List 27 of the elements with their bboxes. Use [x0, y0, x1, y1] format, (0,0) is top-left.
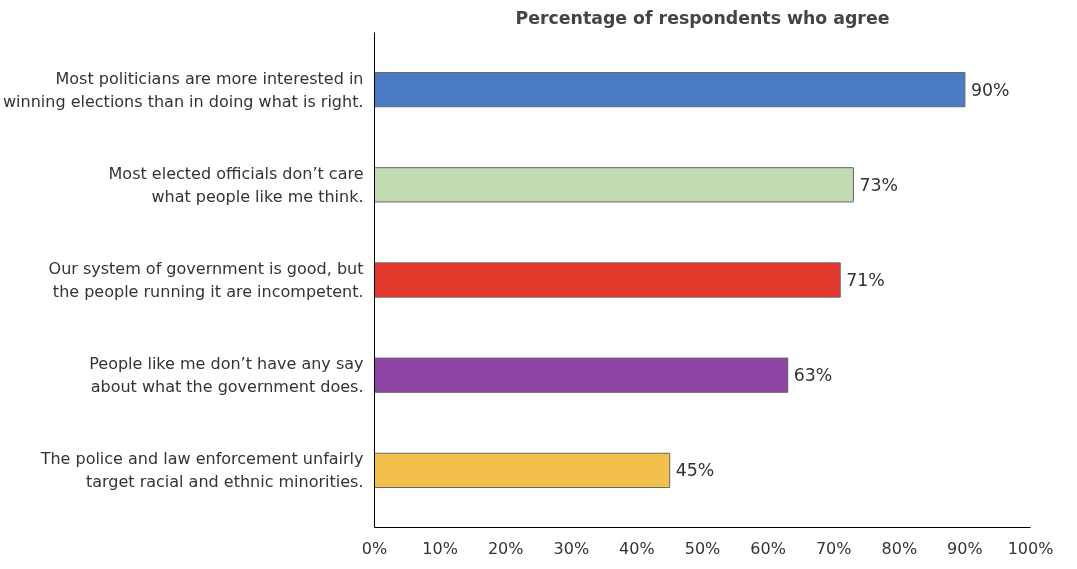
y-tick-label: Our system of government is good, but the people running it are incompetent.	[48, 259, 364, 301]
bar	[374, 262, 841, 298]
bar	[374, 452, 671, 489]
data-label: 45%	[675, 460, 715, 481]
bar	[374, 357, 789, 393]
x-tick-label: 0%	[361, 538, 388, 558]
data-label: 73%	[859, 174, 898, 195]
x-tick-label: 20%	[487, 538, 524, 558]
x-tick-label: 40%	[619, 538, 655, 558]
bar	[374, 71, 966, 108]
x-tick-label: 50%	[684, 538, 721, 558]
x-tick-label: 80%	[881, 538, 918, 558]
x-tick-label: 60%	[750, 538, 786, 558]
x-tick-label: 30%	[553, 538, 590, 558]
data-label: 63%	[793, 365, 833, 386]
bar	[374, 167, 854, 203]
y-tick-label: The police and law enforcement unfairly target racial and ethnic minorities.	[39, 449, 364, 492]
chart-title: Percentage of respondents who agree	[515, 7, 890, 28]
y-tick-label: Most elected officials don’t care what people like me think.	[108, 163, 364, 206]
y-tick-label: Most politicians are more interested in winning elections than in doing what is right.	[3, 68, 364, 111]
data-label: 90%	[970, 79, 1010, 100]
y-tick-label: People like me don’t have any say about what the government does.	[89, 354, 364, 397]
x-tick-label: 70%	[815, 538, 852, 558]
x-tick-label: 10%	[422, 538, 458, 558]
data-label: 71%	[846, 270, 885, 290]
x-tick-label: 100%	[1007, 538, 1054, 558]
x-tick-label: 90%	[947, 538, 983, 558]
